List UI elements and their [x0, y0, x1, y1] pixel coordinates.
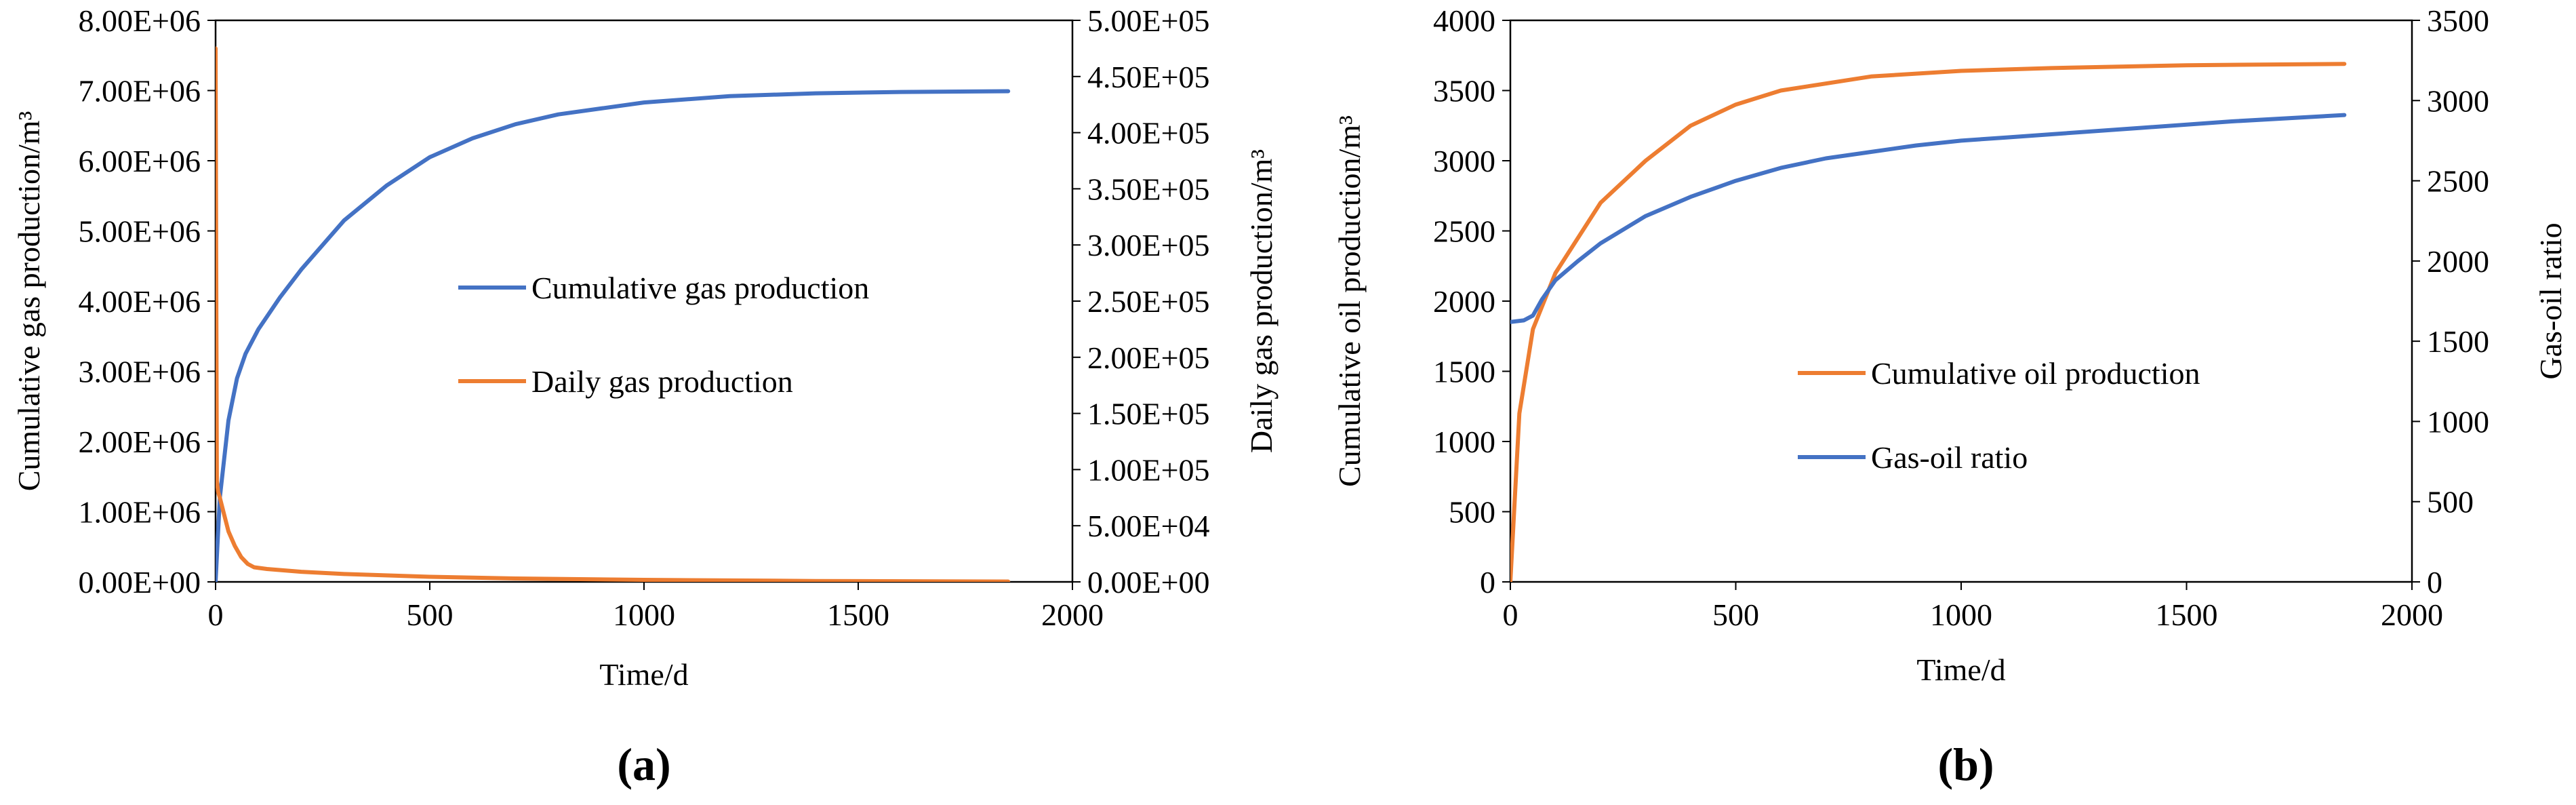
y-tick-label: 5.00E+06	[78, 214, 201, 249]
y2-tick-label: 2000	[2427, 244, 2489, 279]
y-tick-label: 2.00E+06	[78, 425, 201, 459]
y-tick-label: 500	[1449, 495, 1495, 530]
y2-tick-label: 3500	[2427, 3, 2489, 38]
panel-label: (a)	[617, 739, 670, 790]
panel-b: 0 500 1000 1500 2000050010001500200025003000…	[1332, 3, 2568, 790]
y2-tick-label: 4.00E+05	[1087, 116, 1210, 151]
x-axis-label: Time/d	[1916, 652, 2005, 687]
y2-tick-label: 3.50E+05	[1087, 172, 1210, 206]
y-tick-label: 2500	[1433, 214, 1495, 249]
x-tick-label: 1500	[2156, 597, 2218, 632]
series-line-gas-oil-ratio	[1510, 113, 2347, 324]
panel-a: 0 500 1000 1500 20000.00E+001.00E+062.00E+06…	[12, 3, 1279, 790]
x-tick-label: 500	[1712, 597, 1759, 632]
x-tick-label: 1500	[827, 597, 889, 632]
y-tick-label: 1000	[1433, 425, 1495, 459]
y2-tick-label: 3.00E+05	[1087, 228, 1210, 262]
y2-tick-label: 4.50E+05	[1087, 60, 1210, 94]
y2-tick-label: 2.00E+05	[1087, 340, 1210, 375]
y-tick-label: 3.00E+06	[78, 355, 201, 389]
y2-axis-label: Gas-oil ratio	[2533, 222, 2568, 379]
y-tick-label: 3000	[1433, 144, 1495, 178]
legend-label: Daily gas production	[531, 364, 793, 399]
y-axis-label: Cumulative oil production/m³	[1332, 115, 1367, 487]
y2-tick-label: 3000	[2427, 83, 2489, 118]
y2-tick-label: 500	[2427, 485, 2474, 519]
y2-tick-label: 1.00E+05	[1087, 452, 1210, 487]
y-tick-label: 1500	[1433, 355, 1495, 389]
legend-label: Cumulative gas production	[531, 271, 869, 305]
panel-label: (b)	[1937, 739, 1994, 790]
x-tick-label: 1000	[1930, 597, 1992, 632]
legend-label: Cumulative oil production	[1871, 356, 2200, 391]
series-line-cumulative-oil-production	[1510, 62, 2347, 582]
y2-tick-label: 0.00E+00	[1087, 565, 1210, 600]
x-tick-label: 0	[208, 597, 224, 632]
x-axis-label: Time/d	[599, 657, 688, 692]
y-tick-label: 4000	[1433, 3, 1495, 38]
y-tick-label: 3500	[1433, 74, 1495, 109]
y-tick-label: 0	[1480, 565, 1495, 600]
x-tick-label: 0	[1503, 597, 1518, 632]
x-tick-label: 2000	[1041, 597, 1104, 632]
y2-tick-label: 1000	[2427, 404, 2489, 439]
x-tick-label: 500	[407, 597, 454, 632]
series-line-cumulative-gas-production	[216, 89, 1011, 582]
legend-label: Gas-oil ratio	[1871, 440, 2028, 475]
y-tick-label: 2000	[1433, 284, 1495, 319]
x-tick-label: 1000	[613, 597, 675, 632]
y2-tick-label: 0	[2427, 565, 2442, 600]
plot-frame	[1509, 19, 2413, 583]
series-line-daily-gas-production	[216, 46, 1011, 582]
x-tick-label: 2000	[2381, 597, 2443, 632]
y2-tick-label: 1.50E+05	[1087, 397, 1210, 431]
y-tick-label: 7.00E+06	[78, 74, 201, 109]
y-tick-label: 1.00E+06	[78, 495, 201, 530]
y2-axis-label: Daily gas production/m³	[1244, 149, 1279, 453]
y-tick-label: 0.00E+00	[78, 565, 201, 600]
y2-tick-label: 2500	[2427, 164, 2489, 199]
y2-tick-label: 5.00E+05	[1087, 3, 1210, 38]
y-tick-label: 6.00E+06	[78, 144, 201, 178]
y-tick-label: 4.00E+06	[78, 284, 201, 319]
y2-tick-label: 5.00E+04	[1087, 509, 1210, 543]
y2-tick-label: 2.50E+05	[1087, 284, 1210, 319]
y-tick-label: 8.00E+06	[78, 3, 201, 38]
y2-tick-label: 1500	[2427, 324, 2489, 359]
y-axis-label: Cumulative gas production/m³	[12, 111, 46, 492]
